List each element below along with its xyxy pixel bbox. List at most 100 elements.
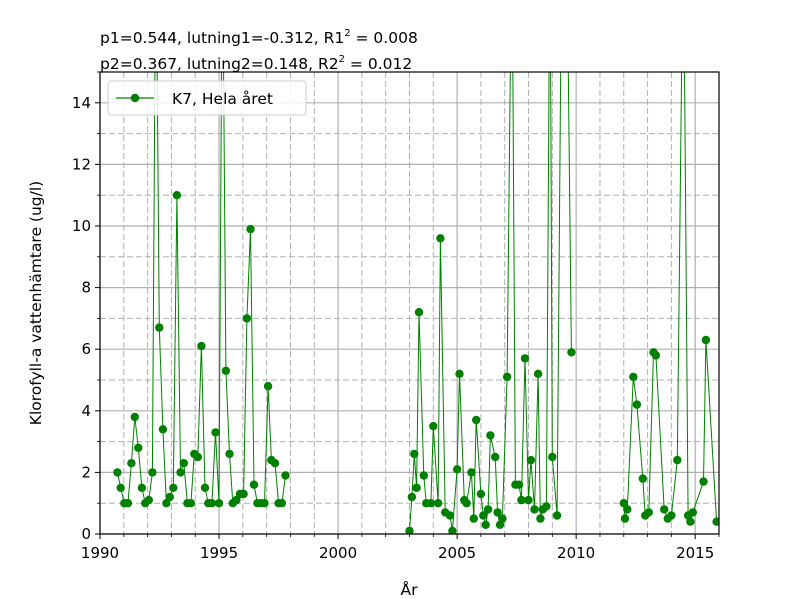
data-point (467, 468, 476, 477)
data-point (493, 508, 502, 517)
data-point (673, 455, 682, 465)
data-point (116, 483, 125, 492)
data-point (530, 505, 539, 514)
data-point (524, 495, 533, 505)
data-point (165, 492, 174, 502)
data-point (542, 502, 551, 511)
data-point (619, 499, 628, 508)
x-tick-label: 1990 (81, 544, 119, 562)
data-point (620, 514, 630, 523)
data-point (476, 489, 486, 499)
data-point (433, 499, 443, 508)
stats-line-1: p1=0.544, lutning1=-0.312, R12 = 0.008 (100, 28, 418, 47)
stats-line-1-sup: 2 (344, 28, 351, 39)
data-point (419, 471, 428, 480)
data-point (162, 499, 171, 508)
data-point (483, 505, 493, 514)
data-point (242, 314, 252, 323)
data-point (623, 505, 632, 514)
data-point (193, 452, 202, 462)
data-point (407, 492, 417, 502)
data-point (412, 483, 421, 492)
stats-line-1-text: p1=0.544, lutning1=-0.312, R1 (100, 29, 345, 47)
data-point (225, 449, 234, 459)
data-point (469, 514, 478, 523)
grid-minor (100, 71, 720, 534)
y-tick-label: 4 (81, 402, 91, 420)
data-point (207, 499, 217, 508)
legend-entry-k7: K7, Hela året (172, 90, 273, 108)
data-point (479, 511, 488, 520)
data-point (667, 511, 676, 520)
data-point (548, 452, 557, 462)
data-point (632, 400, 642, 409)
stats-line-2-tail: = 0.012 (345, 55, 413, 73)
data-point (270, 459, 280, 468)
data-point (502, 372, 512, 382)
data-point (214, 499, 224, 508)
y-axis-label: Klorofyll-a vattenhämtare (ug/l) (27, 181, 45, 425)
y-tick-label: 0 (81, 525, 91, 543)
data-point (638, 474, 647, 483)
data-point (498, 514, 507, 523)
data-point (517, 495, 526, 505)
data-point (246, 224, 255, 234)
data-point (158, 425, 168, 434)
data-point (448, 526, 457, 534)
data-point (429, 422, 438, 431)
data-point (526, 455, 536, 465)
y-tick-label: 14 (72, 94, 91, 112)
series-layer (113, 72, 719, 534)
data-point (123, 499, 133, 508)
data-point (130, 412, 139, 422)
data-point (260, 499, 269, 508)
series-line (116, 72, 286, 504)
data-point (232, 495, 241, 505)
data-point (281, 471, 290, 480)
y-tick-label: 6 (81, 340, 91, 358)
y-tick-label: 8 (81, 279, 91, 297)
data-point (137, 483, 147, 492)
data-point (179, 459, 188, 468)
data-point (533, 369, 543, 378)
data-point (134, 443, 143, 452)
stats-line-2: p2=0.367, lutning2=0.148, R22 = 0.012 (100, 54, 412, 73)
data-point (514, 480, 524, 489)
data-point (148, 468, 157, 477)
data-point (221, 366, 231, 375)
x-axis-label: År (401, 580, 419, 599)
data-point (462, 499, 471, 508)
data-point (486, 431, 495, 440)
data-point (536, 514, 545, 523)
data-point (172, 191, 182, 200)
ticks-layer: 1990 1995 2000 2005 2010 2015 0 2 4 6 8 10 12 14 (72, 71, 720, 562)
data-point (249, 480, 259, 489)
data-point (176, 468, 185, 477)
stats-line-2-sup: 2 (338, 54, 345, 65)
x-tick-label: 2005 (438, 544, 476, 562)
data-point (712, 517, 719, 526)
stats-line-2-text: p2=0.367, lutning2=0.148, R2 (100, 55, 339, 73)
data-point (200, 483, 210, 492)
data-point (144, 495, 153, 505)
data-point (426, 499, 436, 508)
data-point (436, 234, 445, 243)
legend-marker-sample (130, 93, 140, 103)
data-point (414, 308, 424, 317)
x-tick-label: 2000 (319, 544, 357, 562)
data-point (113, 468, 122, 477)
data-point (567, 348, 576, 357)
data-point (699, 477, 708, 486)
data-point (197, 341, 206, 351)
data-point (239, 489, 248, 499)
data-point (688, 508, 697, 517)
data-point (155, 323, 164, 332)
data-point (552, 511, 562, 520)
legend: K7, Hela året (107, 80, 307, 116)
data-point (686, 517, 695, 526)
data-point (491, 452, 500, 462)
data-point (169, 483, 178, 492)
data-point (405, 526, 414, 534)
data-point (127, 459, 136, 468)
